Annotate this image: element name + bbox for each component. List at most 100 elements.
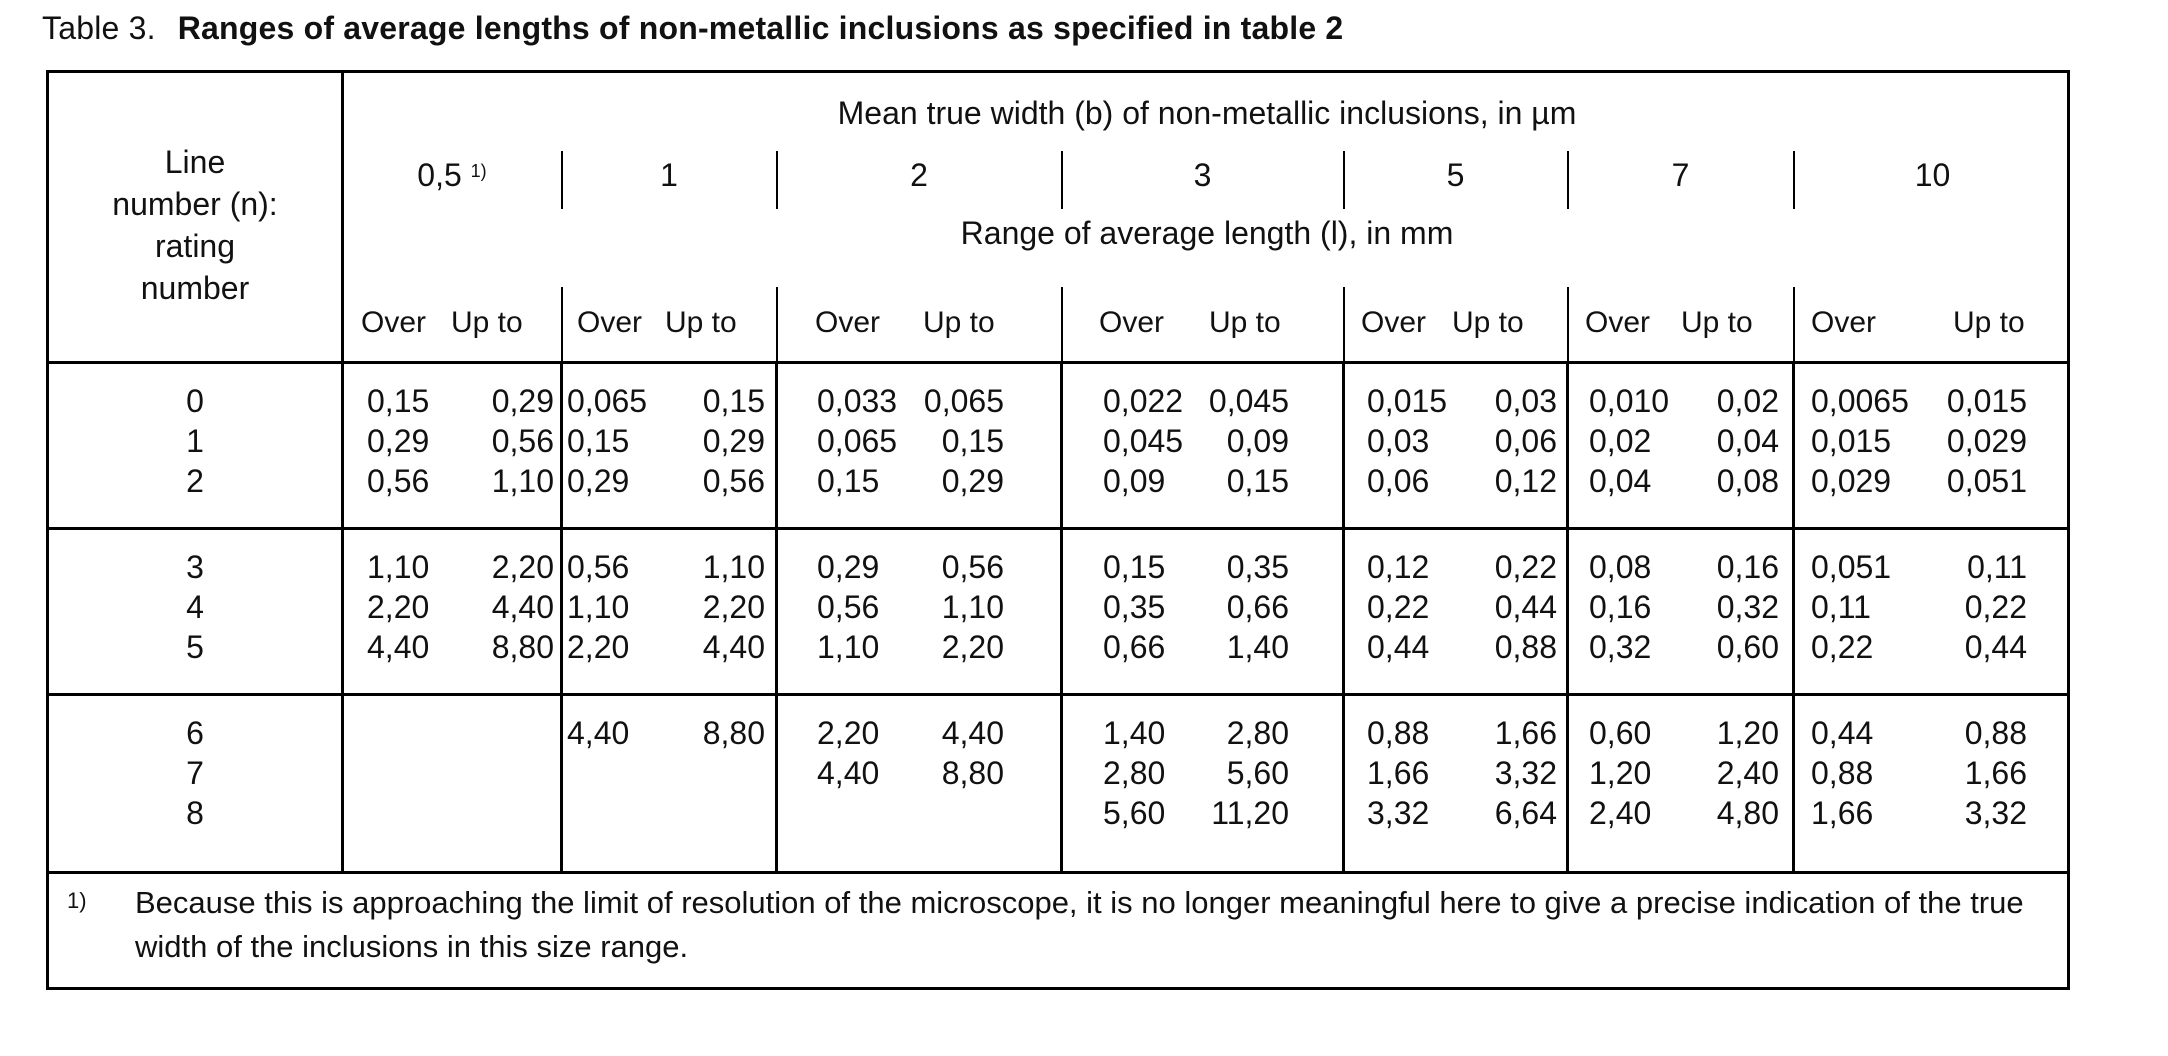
rating-numbers: 6 7 8 (49, 713, 341, 833)
table-cell: 2,20 (817, 715, 880, 751)
table-cell: 0,66 (1226, 589, 1289, 625)
width-header-10: 10 (1914, 157, 1951, 193)
table-cell: 0,051 (1946, 463, 2027, 499)
table-cell: 0,015 (1811, 423, 1892, 459)
upto-label: Up to (923, 306, 995, 339)
table-cell: 1,40 (1103, 715, 1166, 751)
over-values: 0,051 0,11 0,22 (1811, 547, 1891, 667)
table-cell: 0,35 (1226, 549, 1289, 585)
table-cell: 1,40 (1226, 629, 1289, 665)
table-cell: 0,15 (1226, 463, 1289, 499)
upto-values: 0,015 0,029 0,051 (1917, 381, 2027, 501)
table-cell: 0,56 (491, 423, 554, 459)
over-values: 0,022 0,045 0,09 (1103, 381, 1183, 501)
table-cell: 0 (186, 383, 204, 419)
over-values: 0,15 0,29 0,56 (367, 381, 429, 501)
table-cell: 1,66 (1964, 755, 2027, 791)
width-heading: Mean true width (b) of non-metallic incl… (837, 95, 1577, 131)
table-cell: 0,22 (1494, 549, 1557, 585)
table-title: Ranges of average lengths of non-metalli… (177, 10, 1344, 46)
table-cell: 0,16 (1589, 589, 1652, 625)
table-cell: 7 (186, 755, 204, 791)
over-label: Over (815, 306, 881, 339)
table-cell: 4,40 (567, 715, 630, 751)
upto-label: Up to (1953, 306, 2025, 339)
table-cell: 0,22 (1964, 589, 2027, 625)
table-cell: 0,32 (1716, 589, 1779, 625)
table-cell: 4,40 (491, 589, 554, 625)
width-header-2: 2 (910, 157, 928, 193)
table-cell: 0,44 (1494, 589, 1557, 625)
width-header-1: 1 (660, 157, 678, 193)
table-cell: 0,022 (1103, 383, 1184, 419)
table-cell: 3 (186, 549, 204, 585)
table-cell: 0,44 (1367, 629, 1430, 665)
table-cell: 0,045 (1208, 383, 1289, 419)
over-values: 0,44 0,88 1,66 (1811, 713, 1873, 833)
table-cell: 4,40 (941, 715, 1004, 751)
table-cell: 0,09 (1226, 423, 1289, 459)
inclusion-length-table: Line number (n): rating number Mean true… (46, 70, 2070, 990)
table-cell: 0,32 (1589, 629, 1652, 665)
table-cell: 6,64 (1494, 795, 1557, 831)
upto-values: 0,88 1,66 3,32 (1917, 713, 2027, 833)
length-heading: Range of average length (l), in mm (960, 215, 1454, 251)
table-cell: 0,15 (1103, 549, 1166, 585)
table-cell: 0,35 (1103, 589, 1166, 625)
table-cell: 0,015 (1946, 383, 2027, 419)
footnote-text: Because this is approaching the limit of… (135, 885, 2024, 964)
table-cell: 0,03 (1494, 383, 1557, 419)
table-cell: 0,88 (1494, 629, 1557, 665)
table-cell: 3,32 (1494, 755, 1557, 791)
table-cell: 1,10 (567, 589, 630, 625)
table-cell: 11,20 (1211, 795, 1289, 831)
table-cell: 0,88 (1964, 715, 2027, 751)
row-label-line: rating (154, 228, 236, 264)
table-cell: 1,10 (817, 629, 880, 665)
table-cell: 2,20 (941, 629, 1004, 665)
upto-values: 0,29 0,56 1,10 (444, 381, 554, 501)
row-label-line: Line (164, 144, 226, 180)
table-cell: 1,10 (367, 549, 430, 585)
table-cell: 0,06 (1494, 423, 1557, 459)
upto-values: 0,045 0,09 0,15 (1179, 381, 1289, 501)
table-cell: 6 (186, 715, 204, 751)
footnote-mark: 1) (67, 888, 87, 913)
table-cell: 3,32 (1964, 795, 2027, 831)
table-cell: 0,29 (367, 423, 430, 459)
over-values: 0,065 0,15 0,29 (567, 381, 647, 501)
over-values: 0,60 1,20 2,40 (1589, 713, 1651, 833)
table-cell: 2,40 (1716, 755, 1779, 791)
rating-numbers: 3 4 5 (49, 547, 341, 667)
table-cell: 5,60 (1103, 795, 1166, 831)
table-cell: 0,22 (1811, 629, 1874, 665)
table-cell: 2,80 (1226, 715, 1289, 751)
table-cell: 4 (186, 589, 204, 625)
over-values: 0,15 0,35 0,66 (1103, 547, 1165, 667)
table-cell: 4,80 (1716, 795, 1779, 831)
table-cell: 0,029 (1811, 463, 1892, 499)
table-cell: 0,033 (817, 383, 898, 419)
table-cell: 1 (186, 423, 204, 459)
upto-values: 0,03 0,06 0,12 (1447, 381, 1557, 501)
upto-values: 4,40 8,80 (894, 713, 1004, 793)
over-values: 0,56 1,10 2,20 (567, 547, 629, 667)
width-header-3: 3 (1193, 157, 1212, 193)
upto-values: 0,16 0,32 0,60 (1669, 547, 1779, 667)
table-cell: 0,06 (1367, 463, 1430, 499)
table-number: Table 3. (42, 10, 156, 46)
upto-values: 0,065 0,15 0,29 (894, 381, 1004, 501)
over-values: 0,0065 0,015 0,029 (1811, 381, 1909, 501)
footnote: 1) Because this is approaching the limit… (67, 881, 2047, 969)
over-values: 0,08 0,16 0,32 (1589, 547, 1651, 667)
width-header-7: 7 (1671, 157, 1690, 193)
rating-numbers: 0 1 2 (49, 381, 341, 501)
table-cell: 0,29 (491, 383, 554, 419)
table-cell: 0,12 (1367, 549, 1430, 585)
table-cell: 2,40 (1589, 795, 1652, 831)
table-cell: 0,03 (1367, 423, 1430, 459)
over-values: 2,20 4,40 (817, 713, 879, 793)
table-cell: 4,40 (702, 629, 765, 665)
table-cell: 1,66 (1494, 715, 1557, 751)
table-cell: 1,20 (1716, 715, 1779, 751)
